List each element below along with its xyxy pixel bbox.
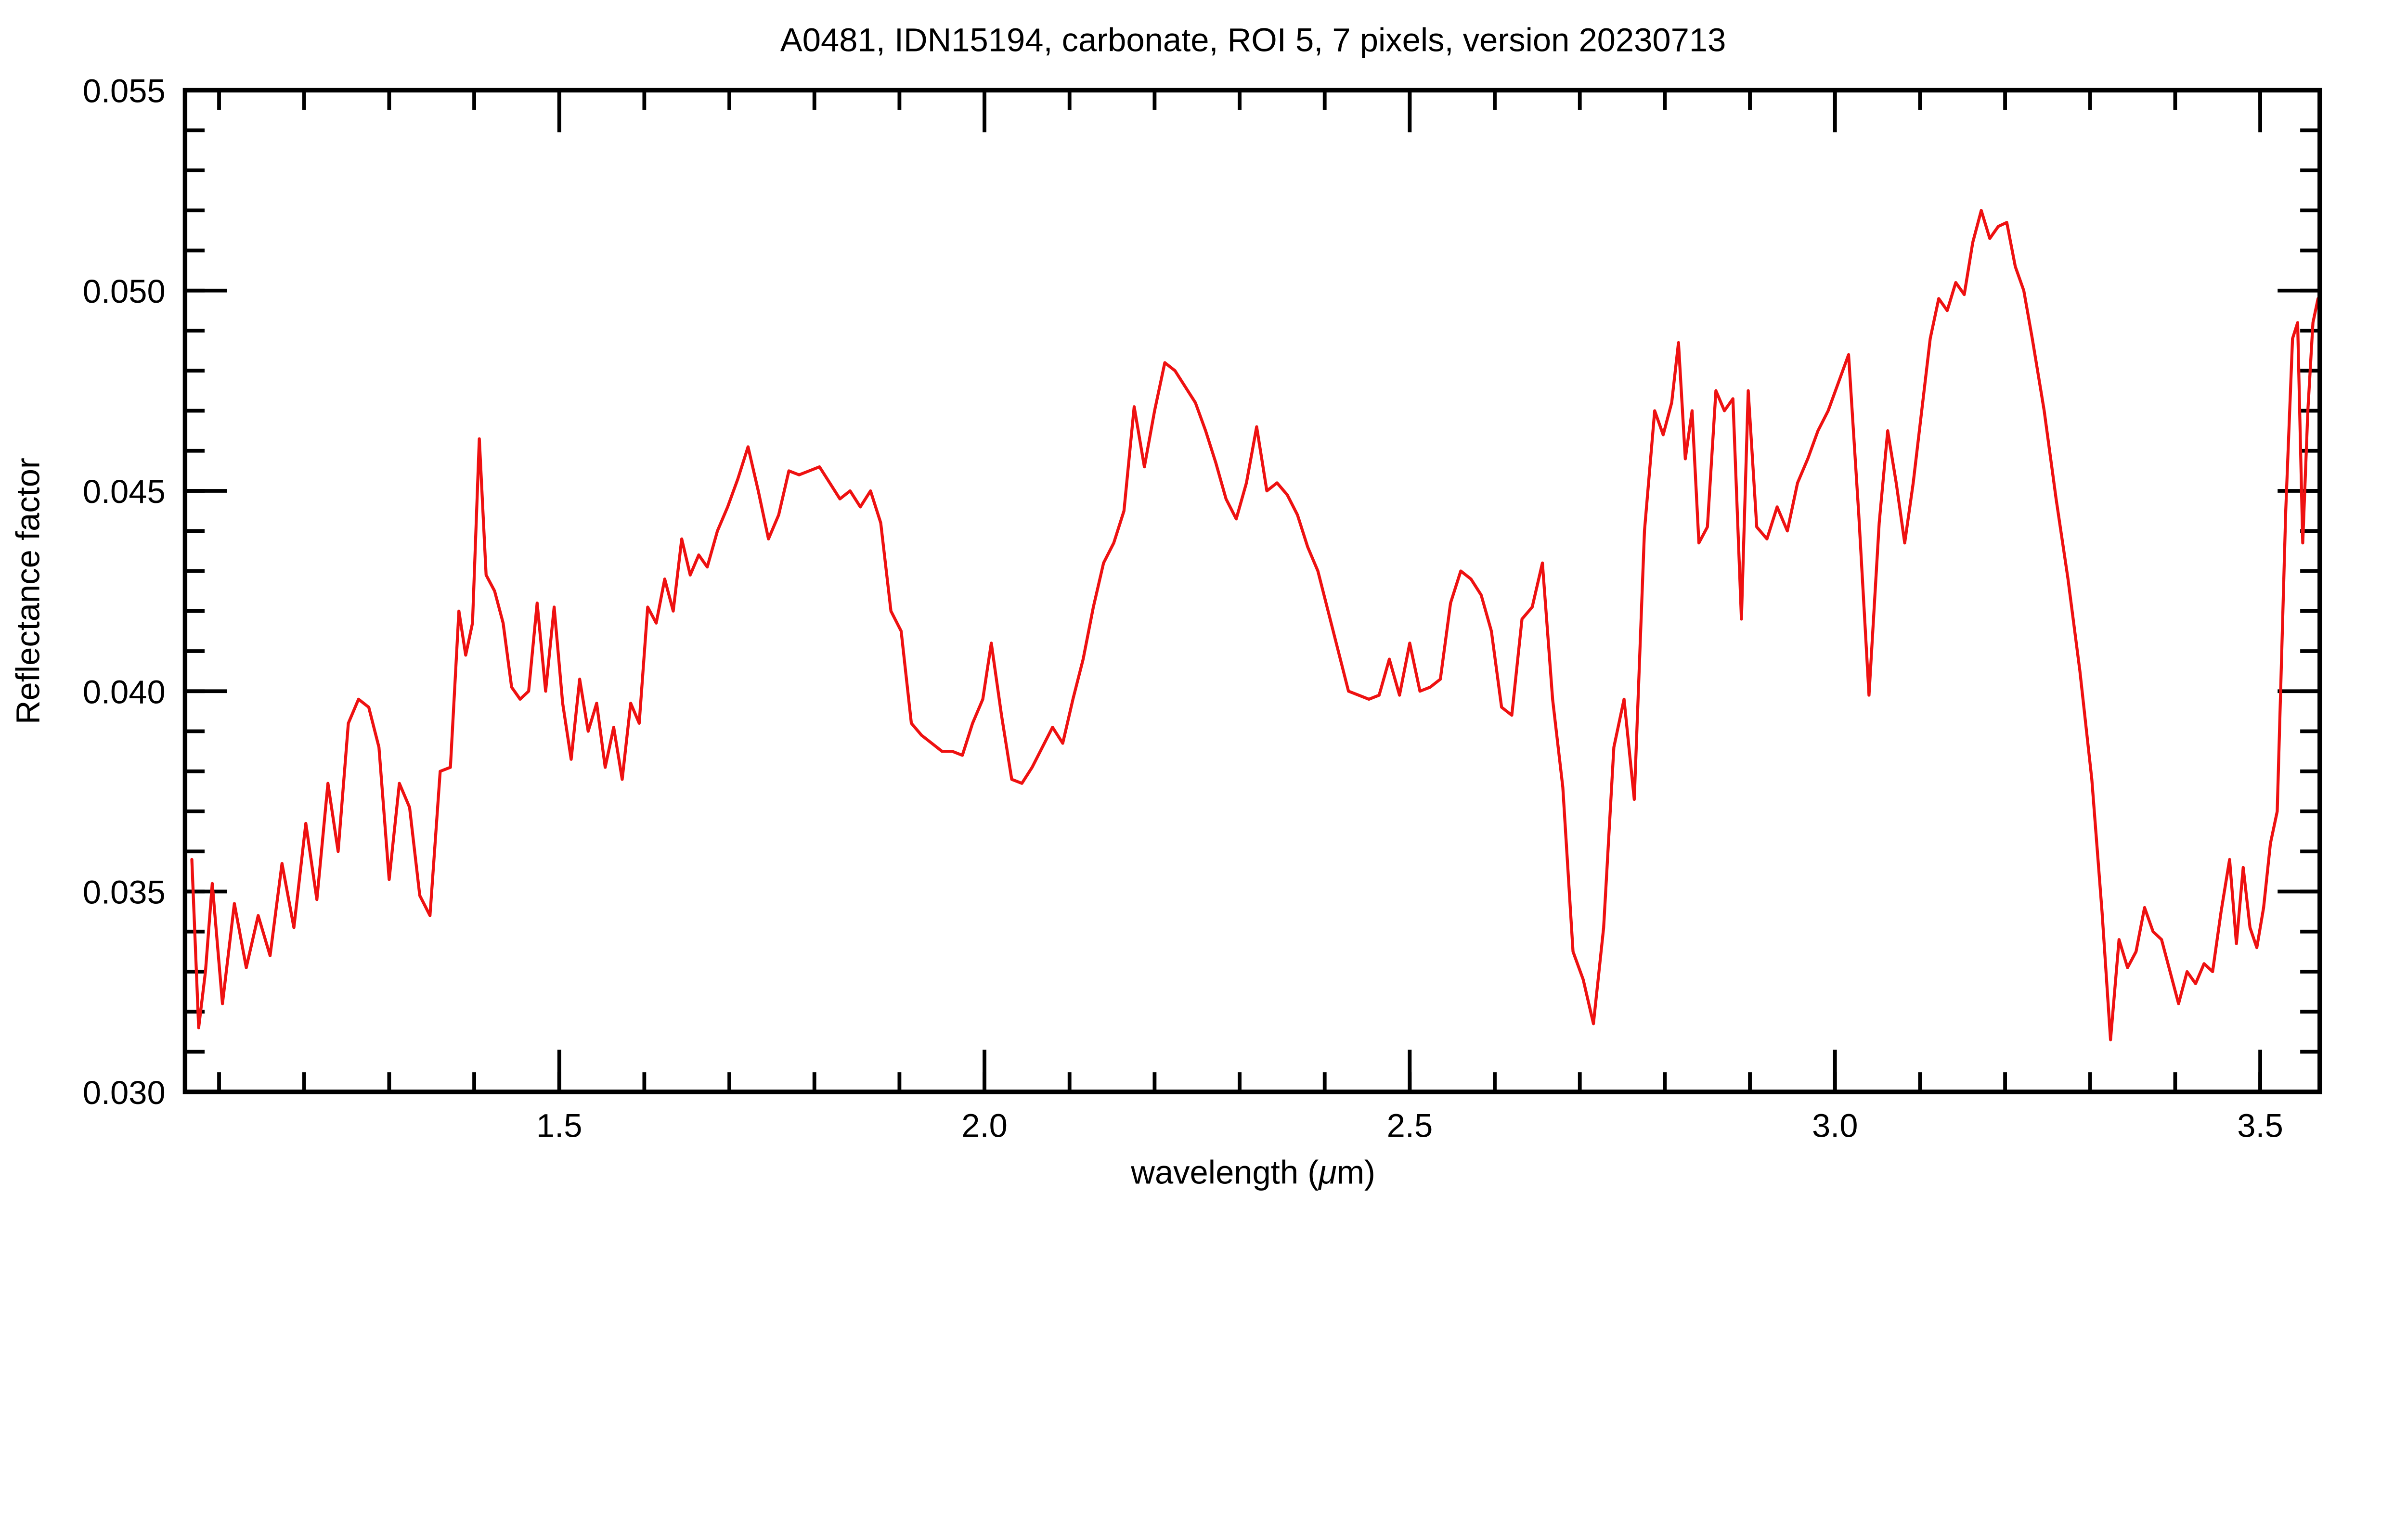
- x-tick-label: 2.5: [1387, 1107, 1433, 1144]
- y-tick-label: 0.045: [83, 473, 166, 510]
- y-tick-label: 0.040: [83, 673, 166, 710]
- x-axis-label-prefix: wavelength (: [1130, 1154, 1319, 1191]
- x-tick-label: 2.0: [961, 1107, 1008, 1144]
- plot-frame: [182, 88, 2322, 1094]
- chart-title: A0481, IDN15194, carbonate, ROI 5, 7 pix…: [780, 21, 1726, 58]
- spectrum-plot: A0481, IDN15194, carbonate, ROI 5, 7 pix…: [9, 21, 2322, 1191]
- y-tick-label: 0.035: [83, 873, 166, 911]
- x-axis-label-suffix: m): [1337, 1154, 1375, 1191]
- x-tick-label: 3.5: [2237, 1107, 2283, 1144]
- y-axis-label: Reflectance factor: [9, 458, 46, 724]
- y-tick-label: 0.050: [83, 273, 166, 310]
- y-tick-label: 0.030: [83, 1074, 166, 1111]
- y-tick-label: 0.055: [83, 73, 166, 110]
- plot-page: A0481, IDN15194, carbonate, ROI 5, 7 pix…: [9, 21, 2322, 1191]
- mu-symbol: μ: [1318, 1154, 1337, 1191]
- chart-layer: 1.5 2.0 2.5 3.0 3.5 0.030 0.035 0.040 0.045 0.050…: [83, 73, 2322, 1144]
- spectrum-line: [190, 209, 2320, 1041]
- x-axis-label: wavelength (μm): [1130, 1154, 1375, 1191]
- x-tick-label: 3.0: [1812, 1107, 1858, 1144]
- x-tick-label: 1.5: [536, 1107, 582, 1144]
